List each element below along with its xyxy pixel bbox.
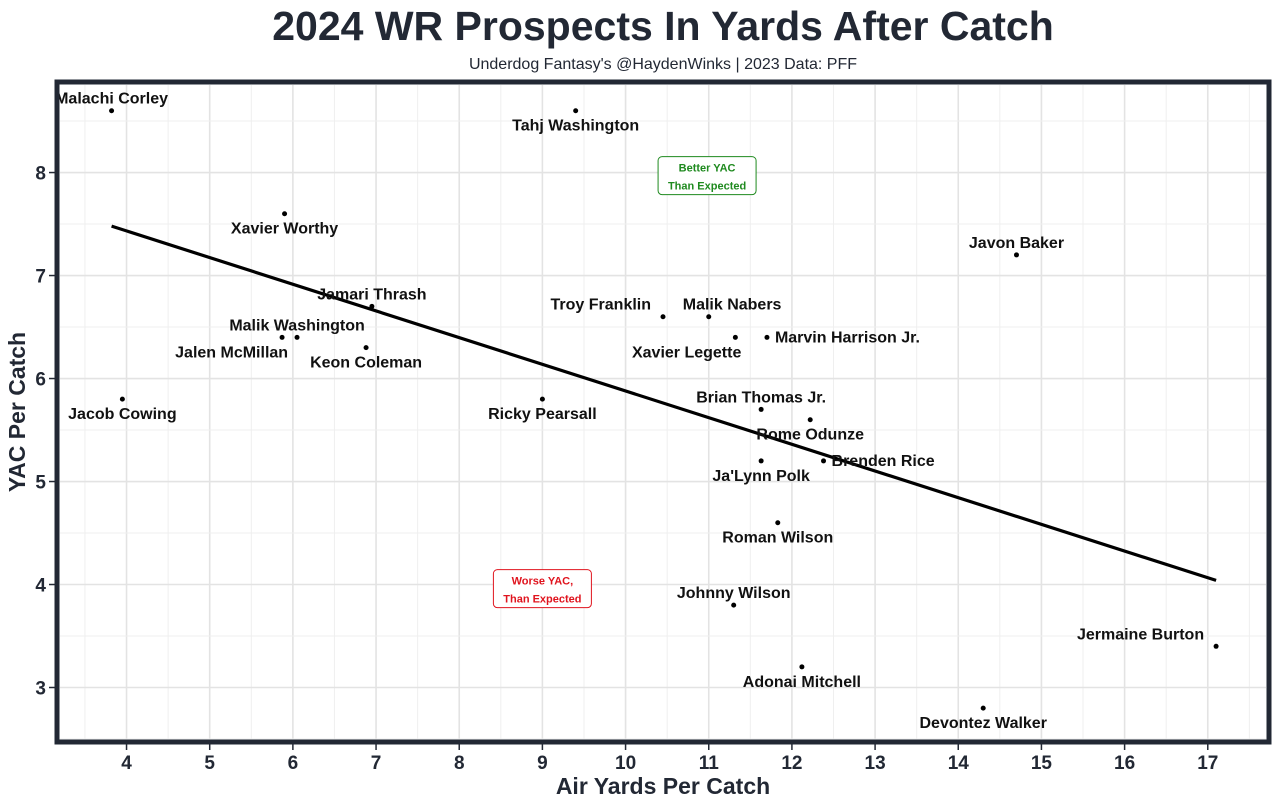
label-jermaine-burton: Jermaine Burton (1077, 626, 1204, 643)
label-johnny-wilson: Johnny Wilson (677, 585, 791, 602)
point-javon-baker (1013, 252, 1019, 258)
x-tick-label: 10 (615, 753, 636, 774)
label-brian-thomas-jr: Brian Thomas Jr. (696, 389, 826, 406)
point-adonai-mitchell (799, 664, 805, 670)
label-xavier-legette: Xavier Legette (632, 344, 741, 361)
annotation-better-line: Better YAC (679, 163, 736, 175)
x-axis-title: Air Yards Per Catch (556, 773, 770, 799)
point-ja-lynn-polk (758, 458, 764, 464)
x-tick-label: 16 (1114, 753, 1135, 774)
x-axis: 4 5 6 7 8 9 10 11 12 13 14 15 16 17 (121, 744, 1218, 774)
point-jamari-thrash (369, 303, 375, 309)
x-tick-label: 5 (204, 753, 215, 774)
label-xavier-worthy: Xavier Worthy (231, 221, 338, 238)
point-keon-coleman (363, 345, 369, 351)
point-jalen-mcmillan (279, 334, 285, 340)
point-johnny-wilson (731, 602, 737, 608)
point-roman-wilson (775, 520, 781, 526)
annotation-better-box (657, 156, 757, 196)
point-jacob-cowing (119, 396, 125, 402)
label-roman-wilson: Roman Wilson (722, 530, 833, 547)
x-tick-label: 6 (288, 753, 299, 774)
x-tick-label: 14 (948, 753, 970, 774)
label-malik-nabers: Malik Nabers (683, 297, 782, 314)
label-tahj-washington: Tahj Washington (512, 118, 639, 135)
label-ja-lynn-polk: Ja'Lynn Polk (712, 468, 810, 485)
data-points (109, 108, 1219, 711)
x-tick-label: 12 (781, 753, 802, 774)
point-labels: Malachi Corley Tahj Washington Xavier Wort… (55, 91, 1204, 732)
point-marvin-harrison-jr (764, 334, 770, 340)
label-devontez-walker: Devontez Walker (919, 715, 1046, 732)
point-ricky-pearsall (539, 396, 545, 402)
annotation-worse-box (492, 569, 592, 609)
annotations: Better YAC Than Expected Worse YAC, Than Ex… (492, 156, 757, 609)
y-axis: 3 4 5 6 7 8 (35, 164, 55, 700)
point-rome-odunze (807, 417, 813, 423)
point-xavier-legette (732, 334, 738, 340)
chart-subtitle: Underdog Fantasy's @HaydenWinks | 2023 D… (469, 56, 857, 73)
label-jacob-cowing: Jacob Cowing (68, 406, 176, 423)
label-ricky-pearsall: Ricky Pearsall (488, 406, 597, 423)
label-rome-odunze: Rome Odunze (756, 427, 864, 444)
y-tick-label: 7 (35, 267, 46, 288)
point-brian-thomas-jr (758, 406, 764, 412)
label-brenden-rice: Brenden Rice (832, 453, 935, 470)
panel-border (54, 79, 1272, 745)
grid (60, 85, 1266, 740)
x-tick-label: 7 (371, 753, 382, 774)
y-tick-label: 4 (35, 576, 46, 597)
x-tick-label: 9 (537, 753, 548, 774)
x-tick-label: 11 (699, 753, 720, 774)
chart-title: 2024 WR Prospects In Yards After Catch (272, 3, 1054, 49)
trendline-group (111, 224, 1217, 582)
label-malachi-corley: Malachi Corley (55, 91, 168, 108)
y-tick-label: 8 (35, 164, 46, 185)
label-jamari-thrash: Jamari Thrash (317, 286, 426, 303)
x-tick-label: 8 (454, 753, 465, 774)
annotation-worse-line: Worse YAC, (512, 576, 574, 588)
label-adonai-mitchell: Adonai Mitchell (743, 674, 861, 691)
y-tick-label: 3 (35, 679, 46, 700)
label-malik-washington: Malik Washington (229, 317, 364, 334)
label-marvin-harrison-jr: Marvin Harrison Jr. (775, 329, 920, 346)
annotation-better-line: Than Expected (668, 181, 746, 193)
x-tick-label: 17 (1197, 753, 1218, 774)
trend-line (111, 224, 1217, 582)
label-javon-baker: Javon Baker (969, 235, 1064, 252)
point-devontez-walker (980, 705, 986, 711)
annotation-worse-line: Than Expected (503, 594, 581, 606)
point-brenden-rice (821, 458, 827, 464)
x-tick-label: 15 (1031, 753, 1053, 774)
point-malachi-corley (109, 108, 115, 114)
y-tick-label: 5 (35, 473, 46, 494)
label-troy-franklin: Troy Franklin (551, 297, 651, 314)
point-troy-franklin (660, 314, 666, 320)
point-jermaine-burton (1213, 643, 1219, 649)
y-axis-title: YAC Per Catch (4, 332, 30, 492)
point-malik-nabers (706, 314, 712, 320)
point-tahj-washington (573, 108, 579, 114)
y-tick-label: 6 (35, 370, 46, 391)
point-malik-washington (294, 334, 300, 340)
x-tick-label: 13 (865, 753, 886, 774)
label-jalen-mcmillan: Jalen McMillan (175, 344, 288, 361)
x-tick-label: 4 (121, 753, 132, 774)
point-xavier-worthy (282, 211, 288, 217)
label-keon-coleman: Keon Coleman (310, 355, 422, 372)
